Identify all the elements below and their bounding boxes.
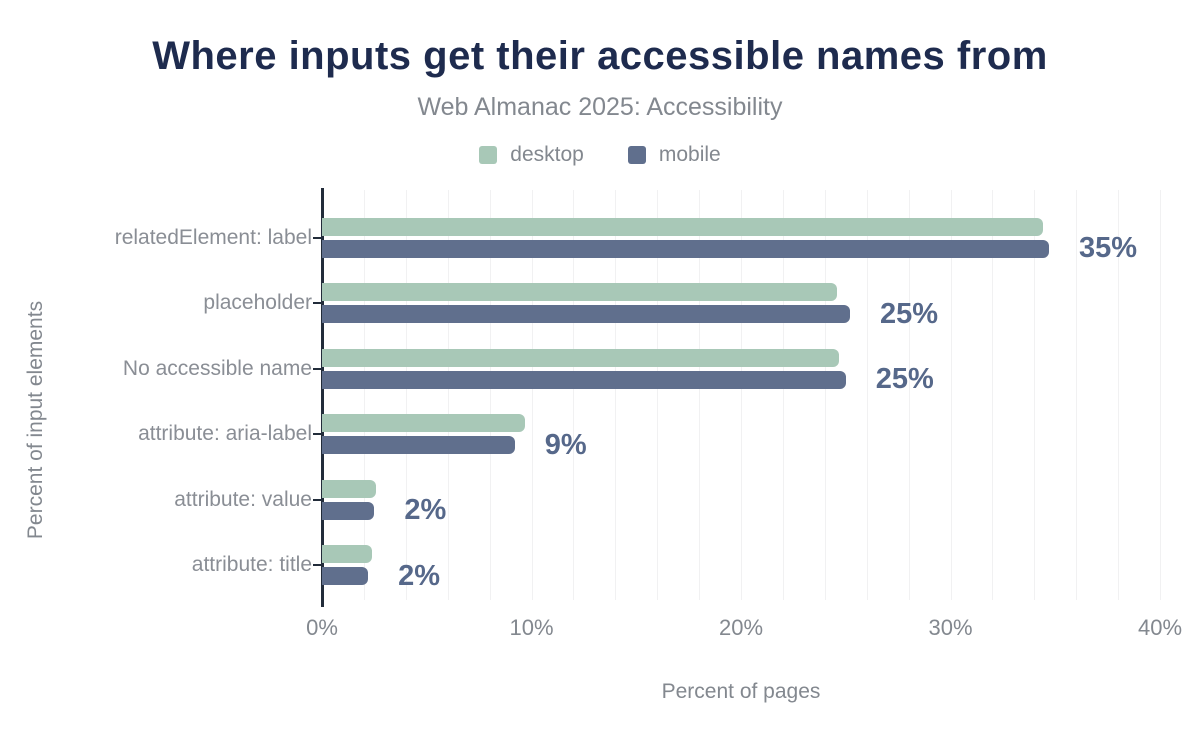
mobile-bar-line: 25% (322, 363, 1160, 395)
y-axis-tick-mark (313, 433, 321, 436)
category-labels: relatedElement: label placeholder No acces… (100, 190, 322, 600)
gridline (824, 190, 826, 600)
legend-item-desktop[interactable]: desktop (479, 143, 584, 167)
mobile-bar[interactable] (322, 305, 850, 324)
desktop-bar-line (322, 348, 1160, 367)
gridline (573, 190, 575, 600)
gridline (782, 190, 784, 600)
x-tick-label: 30% (928, 615, 973, 640)
bar-group: 25% (313, 336, 1160, 402)
gridline (489, 190, 491, 600)
legend-label: mobile (658, 143, 721, 166)
gridline (657, 190, 659, 600)
y-axis-tick-mark (313, 367, 321, 370)
bar-group: 35% (313, 205, 1160, 271)
y-axis-tick-mark (313, 302, 321, 305)
bar-group: 2% (313, 467, 1160, 533)
gridline (1118, 190, 1120, 600)
mobile-bar[interactable] (322, 436, 515, 455)
desktop-bar-line (322, 545, 1160, 564)
y-axis-tick-mark (313, 498, 321, 501)
mobile-bar-line: 35% (322, 232, 1160, 264)
legend-label: desktop (510, 143, 584, 166)
gridline (1076, 190, 1078, 600)
x-axis-ticks: 0% 10% 20% 30% 40% (306, 615, 1182, 641)
category-label: placeholder (203, 291, 312, 315)
mobile-bar[interactable] (322, 501, 375, 520)
desktop-bar[interactable] (322, 217, 1043, 236)
mobile-legend-swatch (627, 146, 646, 164)
legend: desktop mobile (0, 143, 1200, 167)
mobile-bar-line: 25% (322, 298, 1160, 330)
value-label: 25% (879, 297, 938, 330)
plot-area: 35% 25% 25% 9% 2% 2% (313, 188, 1161, 607)
x-axis-title: Percent of pages (661, 680, 821, 703)
bar-rows: 35% 25% 25% 9% 2% 2% (313, 205, 1160, 599)
desktop-bar[interactable] (322, 414, 526, 433)
desktop-bar-line (322, 217, 1160, 236)
y-axis-line (321, 188, 324, 607)
desktop-bar[interactable] (322, 479, 377, 498)
gridline (699, 190, 701, 600)
gridline (950, 190, 952, 600)
gridline (866, 190, 868, 600)
x-tick-label: 40% (1137, 615, 1183, 640)
desktop-bar[interactable] (322, 545, 373, 564)
x-tick-label: 20% (718, 615, 764, 640)
desktop-legend-swatch (479, 146, 498, 164)
mobile-bar[interactable] (322, 370, 846, 389)
gridline (405, 190, 407, 600)
y-axis-title: Percent of input elements (24, 300, 47, 540)
desktop-bar-line (322, 283, 1160, 302)
gridline (1160, 190, 1161, 600)
mobile-bar[interactable] (322, 567, 369, 586)
bar-group: 9% (313, 402, 1160, 468)
mobile-bar[interactable] (322, 239, 1049, 258)
category-label: attribute: value (174, 487, 312, 511)
legend-item-mobile[interactable]: mobile (627, 143, 721, 167)
gridlines (322, 190, 1161, 600)
value-label: 35% (1078, 232, 1137, 265)
mobile-bar-line: 9% (322, 429, 1160, 461)
value-label: 9% (544, 428, 587, 461)
gridline (363, 190, 365, 600)
bar-group: 25% (313, 271, 1160, 337)
gridline (531, 190, 533, 600)
bar-group: 2% (313, 533, 1160, 599)
gridline (908, 190, 910, 600)
y-axis-tick-mark (313, 236, 321, 239)
value-label: 2% (398, 559, 440, 592)
y-axis-tick-mark (313, 564, 321, 567)
gridline (1034, 190, 1036, 600)
mobile-bar-line: 2% (322, 494, 1160, 526)
chart-subtitle: Web Almanac 2025: Accessibility (417, 93, 783, 121)
x-tick-label: 10% (509, 615, 554, 640)
gridline (447, 190, 449, 600)
mobile-bar-line: 2% (322, 560, 1160, 592)
desktop-bar[interactable] (322, 283, 838, 302)
category-label: relatedElement: label (114, 225, 312, 249)
value-label: 25% (875, 363, 934, 396)
category-label: No accessible name (122, 356, 312, 380)
value-label: 2% (404, 494, 447, 527)
category-label: attribute: aria-label (138, 422, 312, 446)
x-tick-label: 0% (306, 615, 338, 640)
chart-title: Where inputs get their accessible names … (152, 34, 1048, 78)
gridline (992, 190, 994, 600)
gridline (741, 190, 742, 600)
gridline (615, 190, 617, 600)
category-label: attribute: title (191, 553, 312, 577)
desktop-bar[interactable] (322, 348, 840, 367)
desktop-bar-line (322, 479, 1160, 498)
chart-body: relatedElement: label placeholder No acces… (100, 188, 1161, 607)
desktop-bar-line (322, 414, 1160, 433)
